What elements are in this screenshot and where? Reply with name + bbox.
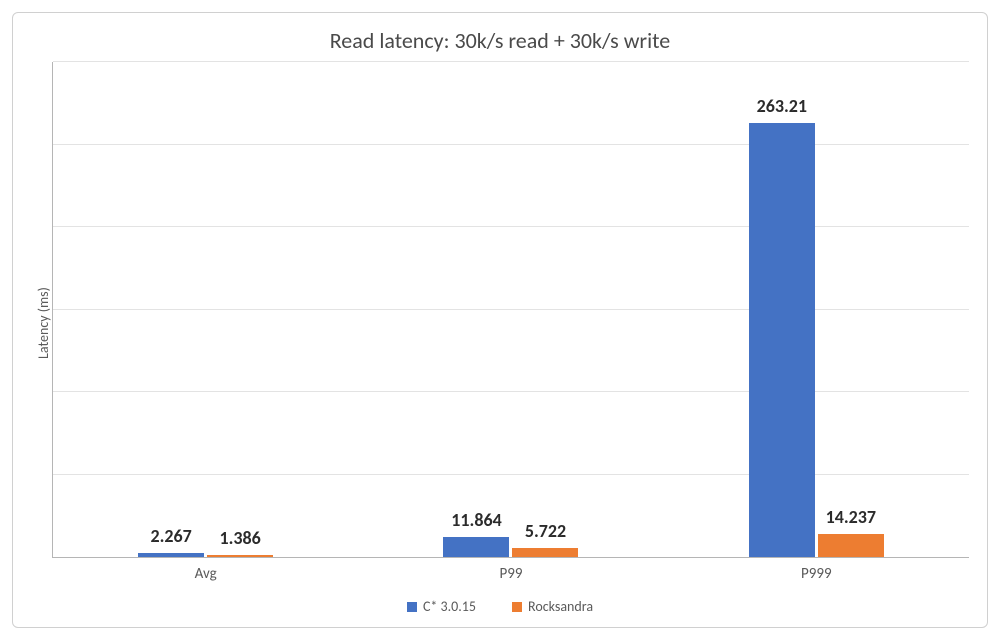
legend-item: C* 3.0.15 — [407, 598, 476, 615]
bar-group: 11.8645.722P99 — [358, 62, 663, 557]
bar-value-label: 1.386 — [220, 527, 261, 549]
bar-value-label: 11.864 — [451, 509, 501, 531]
x-axis-label: P99 — [500, 565, 523, 583]
bar: 5.722 — [512, 548, 578, 557]
bar-groups: 2.2671.386Avg11.8645.722P99263.2114.237P… — [53, 62, 969, 557]
legend-label: Rocksandra — [528, 598, 593, 615]
chart-frame: Read latency: 30k/s read + 30k/s write L… — [12, 12, 988, 628]
bar-group: 263.2114.237P999 — [664, 62, 969, 557]
bar-value-label: 14.237 — [826, 506, 876, 528]
legend-swatch — [512, 602, 522, 612]
bar-value-label: 2.267 — [151, 525, 192, 547]
x-axis-label: Avg — [195, 565, 217, 583]
legend-label: C* 3.0.15 — [423, 598, 476, 615]
chart-body: Latency (ms) 2.2671.386Avg11.8645.722P99… — [31, 62, 969, 584]
bar: 14.237 — [818, 534, 884, 557]
bar: 1.386 — [207, 555, 273, 557]
chart-title: Read latency: 30k/s read + 30k/s write — [31, 27, 969, 54]
bar-value-label: 5.722 — [525, 520, 566, 542]
x-axis-label: P999 — [801, 565, 832, 583]
legend-swatch — [407, 602, 417, 612]
legend-item: Rocksandra — [512, 598, 593, 615]
legend: C* 3.0.15 Rocksandra — [31, 598, 969, 615]
bar: 11.864 — [443, 537, 509, 557]
bar-value-label: 263.21 — [757, 95, 807, 117]
bar-group: 2.2671.386Avg — [53, 62, 358, 557]
bar: 263.21 — [749, 123, 815, 557]
y-axis-label: Latency (ms) — [31, 62, 52, 584]
bar: 2.267 — [138, 553, 204, 557]
plot-area: 2.2671.386Avg11.8645.722P99263.2114.237P… — [52, 62, 969, 558]
